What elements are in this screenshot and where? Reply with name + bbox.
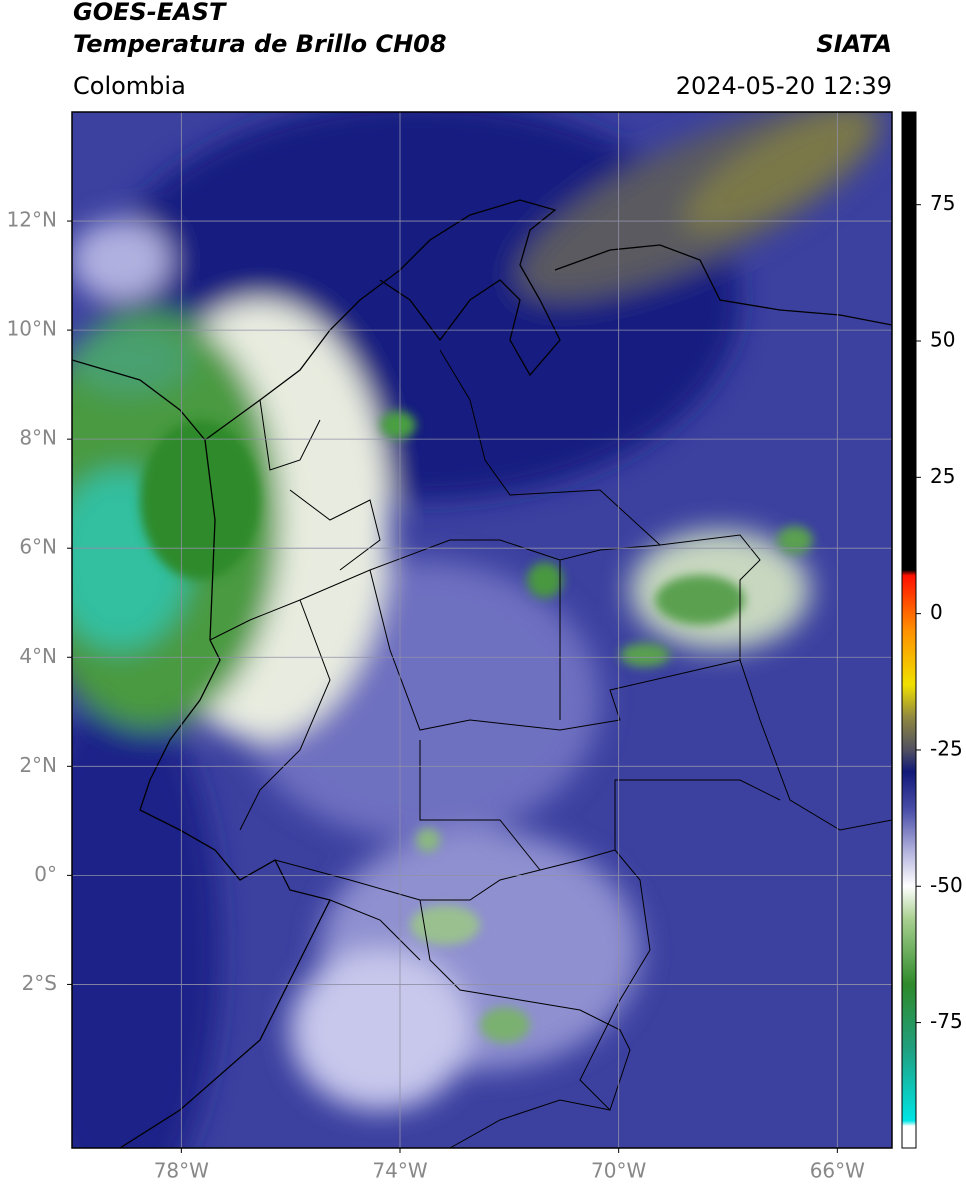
region-label: Colombia — [73, 72, 186, 100]
colorbar-tick-label: 75 — [930, 191, 955, 215]
lat-tick-label: 2°N — [19, 753, 57, 777]
colorbar-tick-label: 50 — [930, 328, 955, 352]
satellite-image — [72, 112, 892, 1148]
lat-tick-label: 12°N — [7, 208, 57, 232]
colorbar — [901, 111, 917, 1149]
lat-tick-label: 4°N — [19, 644, 57, 668]
colorbar-tick-label: -75 — [930, 1009, 963, 1033]
graticule — [72, 112, 892, 1148]
lon-tick-label: 66°W — [810, 1159, 865, 1183]
colorbar-tick-label: 0 — [930, 600, 943, 624]
lat-tick-label: 2°S — [22, 971, 57, 995]
product-title: Temperatura de Brillo CH08 — [73, 30, 447, 58]
lat-tick-label: 0° — [34, 862, 57, 886]
lat-tick-label: 8°N — [19, 426, 57, 450]
colorbar-tick-label: -25 — [930, 736, 963, 760]
lon-tick-label: 70°W — [591, 1159, 646, 1183]
lon-tick-label: 74°W — [372, 1159, 427, 1183]
lat-tick-label: 6°N — [19, 535, 57, 559]
datetime-label: 2024-05-20 12:39 — [676, 72, 892, 100]
map-frame — [71, 111, 893, 1149]
lon-tick-label: 78°W — [154, 1159, 209, 1183]
source-label: SIATA — [816, 30, 892, 58]
colorbar-tick-label: -50 — [930, 873, 963, 897]
lat-tick-label: 10°N — [7, 317, 57, 341]
colorbar-tick-label: 25 — [930, 464, 955, 488]
satellite-title: GOES-EAST — [73, 0, 227, 26]
